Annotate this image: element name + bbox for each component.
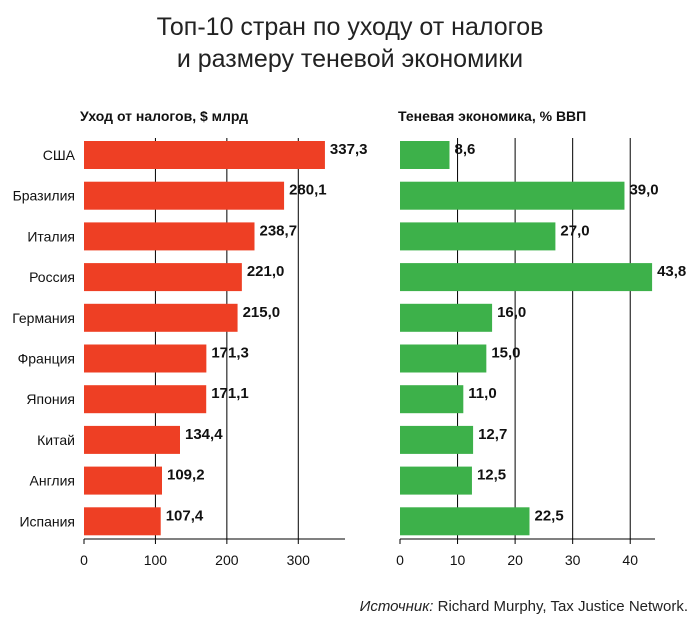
left-bar xyxy=(84,303,238,332)
left-category-label: Китай xyxy=(37,432,75,448)
left-value-label: 238,7 xyxy=(260,222,298,239)
left-value-label: 215,0 xyxy=(243,304,281,321)
source-text: Richard Murphy, Tax Justice Network. xyxy=(433,598,688,615)
right-bar xyxy=(400,344,487,373)
left-category-label: Испания xyxy=(19,513,75,529)
left-bar xyxy=(84,425,180,454)
left-category-label: Россия xyxy=(29,269,75,285)
left-bar xyxy=(84,344,207,373)
left-value-label: 109,2 xyxy=(167,467,205,484)
right-value-label: 12,7 xyxy=(478,426,507,443)
right-bar xyxy=(400,466,472,495)
right-value-label: 8,6 xyxy=(454,141,475,158)
left-value-label: 134,4 xyxy=(185,426,223,443)
right-value-label: 39,0 xyxy=(629,182,658,199)
left-category-label: Италия xyxy=(27,228,75,244)
right-bar xyxy=(400,425,474,454)
chart-title-line-1: Топ-10 стран по уходу от налогов xyxy=(156,13,544,41)
right-bar xyxy=(400,507,530,536)
chart-title-line-2: и размеру теневой экономики xyxy=(176,45,524,73)
left-bar xyxy=(84,222,255,251)
left-category-label: Бразилия xyxy=(13,188,75,204)
right-value-label: 43,8 xyxy=(657,263,686,280)
left-category-label: США xyxy=(43,147,76,163)
left-value-label: 171,1 xyxy=(211,385,249,402)
left-bar xyxy=(84,181,285,210)
left-category-label: Япония xyxy=(26,391,75,407)
left-tick-label: 0 xyxy=(80,552,88,568)
left-category-label: Франция xyxy=(18,351,75,367)
left-tick-label: 100 xyxy=(144,552,168,568)
right-title: Теневая экономика, % ВВП xyxy=(398,108,586,124)
left-tick-label: 200 xyxy=(215,552,239,568)
right-value-label: 15,0 xyxy=(491,345,520,362)
right-value-label: 16,0 xyxy=(497,304,526,321)
right-tick-label: 0 xyxy=(396,552,404,568)
right-tick-label: 30 xyxy=(565,552,581,568)
right-bar xyxy=(400,181,625,210)
left-bar xyxy=(84,385,207,414)
left-value-label: 337,3 xyxy=(330,141,368,158)
right-bar xyxy=(400,141,450,169)
source-label: Источник: xyxy=(359,598,434,615)
right-value-label: 27,0 xyxy=(560,222,589,239)
left-category-label: Англия xyxy=(30,473,75,489)
right-value-label: 22,5 xyxy=(535,507,564,524)
left-bar xyxy=(84,141,325,169)
left-value-label: 221,0 xyxy=(247,263,285,280)
left-value-label: 107,4 xyxy=(166,507,204,524)
shadow-economy-chart: Теневая экономика, % ВВП 8,6 39,0 27,0 43,8 1… xyxy=(396,108,686,568)
left-tick-label: 300 xyxy=(287,552,311,568)
left-category-label: Германия xyxy=(12,310,75,326)
left-bar xyxy=(84,466,162,495)
left-title: Уход от налогов, $ млрд xyxy=(80,108,248,124)
right-tick-label: 40 xyxy=(622,552,638,568)
right-bar xyxy=(400,385,464,414)
source-note: Источник: Richard Murphy, Tax Justice Ne… xyxy=(360,598,688,615)
right-tick-label: 10 xyxy=(450,552,466,568)
left-bar xyxy=(84,507,161,536)
right-value-label: 12,5 xyxy=(477,467,506,484)
right-bar xyxy=(400,303,493,332)
tax-evasion-chart: Уход от налогов, $ млрд 337,3 США 280,1 Браз… xyxy=(12,108,367,568)
left-bar xyxy=(84,263,242,292)
right-tick-label: 20 xyxy=(507,552,523,568)
right-bar xyxy=(400,222,556,251)
right-value-label: 11,0 xyxy=(468,385,496,402)
bar-charts: Уход от налогов, $ млрд 337,3 США 280,1 Браз… xyxy=(12,108,686,568)
right-bar xyxy=(400,263,653,292)
left-value-label: 171,3 xyxy=(211,345,249,362)
left-value-label: 280,1 xyxy=(289,182,327,199)
